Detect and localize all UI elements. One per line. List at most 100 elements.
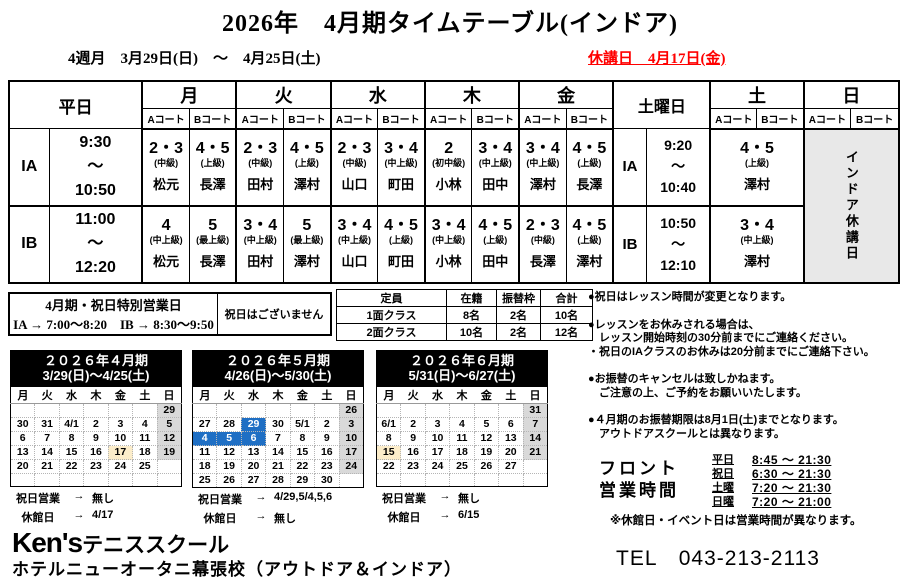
holiday-business-line: 祝日営業 → 4/29,5/4,5,6 — [192, 491, 364, 507]
coach-name: 小林 — [435, 253, 462, 269]
calendar-date-cell: 7 — [34, 431, 60, 446]
calendar-date-cell: 27 — [240, 473, 267, 488]
class-level: 3・4 — [243, 217, 278, 235]
calendar-title-line2: 4/26(日)～5/30(土) — [224, 368, 332, 383]
class-level: 5 — [208, 217, 218, 235]
note-line: ●祝日はレッスン時間が変更となります。 — [588, 291, 792, 303]
calendar-date-cell — [191, 403, 218, 418]
class-grade: (中級) — [530, 235, 555, 245]
cal-note-label: 祝日営業 — [382, 493, 426, 505]
coach-name: 町田 — [388, 176, 415, 192]
calendar-date-cell: 5 — [156, 417, 183, 432]
class-cell: 2 (初中級) 小林 — [423, 128, 473, 207]
calendar-date-cell: 29 — [289, 473, 316, 488]
class-level: 4・5 — [572, 140, 607, 158]
calendar-date-cell: 13 — [240, 445, 267, 460]
court-a-header: Aコート — [141, 108, 190, 130]
coach-name: 田中 — [482, 253, 509, 269]
calendar-date-cell: 10 — [107, 431, 134, 446]
calendar-date-cell: 5 — [473, 417, 500, 432]
hour-row: 祝日 6:30 ～ 21:30 — [712, 468, 831, 481]
calendar-day-header: 土 — [498, 386, 524, 404]
calendar-date-cell: 15 — [58, 445, 85, 460]
calendar-title-line1: ２０２６年４月期 — [43, 353, 148, 368]
calendar-date-cell: 17 — [338, 445, 365, 460]
time-text: 10:40 — [660, 179, 697, 196]
calendar-week-row: 20 21 22 23 24 25 — [9, 459, 183, 474]
saturday-class-cell: 3・4 (中上級) 澤村 — [709, 205, 805, 283]
calendar-date-cell: 22 — [375, 459, 402, 474]
court-a-header: Aコート — [709, 108, 758, 130]
note-line: ご注意の上、ご予約をお願いいたします。 — [588, 386, 807, 399]
class-grade: (最上級) — [196, 235, 230, 245]
calendar-date-cell: 16 — [314, 445, 340, 460]
class-level: 4・5 — [478, 217, 513, 235]
court-a-header: Aコート — [802, 108, 852, 130]
calendar-day-header: 月 — [10, 386, 35, 404]
calendar-title: ２０２６年５月期 4/26(日)～5/30(土) — [192, 350, 364, 386]
capacity-row: 2面クラス 10名 2名 12名 — [336, 323, 593, 341]
school-name: ホテルニューオータニ幕張校（アウトドア＆インドア） — [12, 560, 462, 579]
coach-name: 澤村 — [529, 176, 556, 192]
note-line: ●お振替のキャンセルは致しかねます。 — [588, 373, 781, 385]
arrow-icon: → — [439, 490, 451, 502]
class-grade: (初中級) — [432, 158, 466, 168]
calendar-grid: 月火水木金土日 31 6/1 2 3 4 5 6 7 8 9 10 11 12 13 14 15 16 17 18 19… — [375, 386, 549, 487]
class-cell: 5 (最上級) 澤村 — [283, 205, 332, 283]
calendar-date-cell: 29 — [156, 403, 183, 418]
cal-note-value: 4/29,5/4,5,6 — [274, 491, 333, 503]
saturday-header: 土 — [709, 80, 805, 109]
closed-day-line: 休館日 → 4/17 — [10, 509, 182, 525]
calendar-date-cell: 24 — [338, 459, 365, 474]
time-text: 12:10 — [660, 256, 697, 273]
note-line: アウトドアスクールとは異なります。 — [588, 427, 785, 440]
calendar-date-cell — [216, 403, 242, 418]
court-a-header: Aコート — [518, 108, 567, 130]
calendar-date-cell: 25 — [132, 459, 158, 474]
court-a-header: Aコート — [235, 108, 285, 130]
calendar-date-cell — [83, 403, 109, 418]
calendar-date-cell: 5/1 — [289, 417, 316, 432]
class-time: 11:00 ～ 12:20 — [48, 205, 143, 283]
time-text: 10:50 — [660, 214, 697, 231]
class-cell: 4・5 (上級) 町田 — [377, 205, 426, 283]
coach-name: 田村 — [247, 253, 274, 269]
calendar-date-cell — [522, 459, 549, 474]
calendar-date-cell: 10 — [424, 431, 451, 446]
calendar-day-header: 火 — [216, 386, 242, 404]
calendar-date-cell: 11 — [449, 431, 475, 446]
class-level: 4・5 — [740, 140, 774, 158]
time-text: 9:30 — [79, 133, 112, 151]
class-cell: 4・5 (上級) 田中 — [471, 205, 520, 283]
calendar-date-cell — [9, 403, 36, 418]
calendar-date-cell: 26 — [473, 459, 500, 474]
calendar-date-cell — [338, 473, 365, 488]
calendar-date-cell — [240, 403, 267, 418]
class-level: 2・3 — [243, 140, 278, 158]
day-header: 水 — [329, 80, 426, 109]
calendar-title: ２０２６年６月期 5/31(日)～6/27(土) — [376, 350, 548, 386]
calendar-date-cell: 29 — [240, 417, 267, 432]
calendar-date-cell: 23 — [314, 459, 340, 474]
court-a-header: Aコート — [423, 108, 473, 130]
calendar-date-cell: 26 — [216, 473, 242, 488]
calendar-day-header: 木 — [265, 386, 291, 404]
calendar-date-cell — [473, 403, 500, 418]
note-gap — [588, 359, 900, 373]
class-level: 4・5 — [195, 140, 230, 158]
class-level: 3・4 — [740, 217, 774, 235]
sunday-header: 日 — [802, 80, 900, 109]
calendar-day-header: 水 — [425, 386, 450, 404]
calendar-week-row: 11 12 13 14 15 16 17 — [191, 445, 365, 460]
coach-name: 澤村 — [293, 176, 320, 192]
hour-row: 日曜 7:20 ～ 21:00 — [712, 496, 831, 509]
calendar-date-cell: 14 — [34, 445, 60, 460]
calendar-day-header: 日 — [523, 386, 548, 404]
calendar-date-cell — [449, 473, 475, 487]
calendar-date-cell — [34, 403, 60, 418]
cal-note-label: 休館日 — [203, 513, 237, 525]
phone-number: TEL 043-213-2113 — [616, 547, 820, 570]
weekday-section-header: 平日 — [8, 80, 143, 129]
class-cell: 5 (最上級) 長澤 — [188, 205, 237, 283]
calendar-date-cell: 24 — [107, 459, 134, 474]
